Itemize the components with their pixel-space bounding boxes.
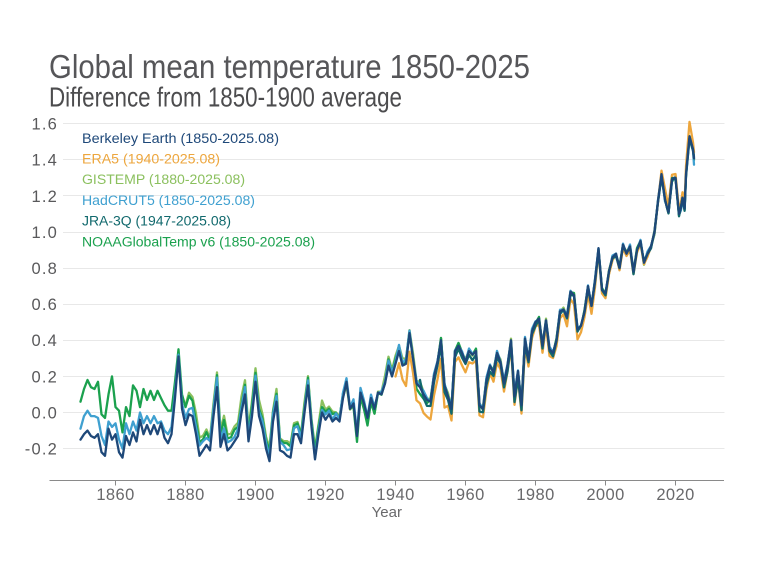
svg-text:0.4: 0.4: [31, 332, 58, 350]
svg-text:0.8: 0.8: [31, 260, 58, 278]
svg-text:1.6: 1.6: [31, 116, 58, 134]
svg-text:2020: 2020: [656, 486, 694, 504]
svg-text:1860: 1860: [96, 486, 134, 504]
svg-text:1920: 1920: [306, 486, 344, 504]
svg-text:2000: 2000: [586, 486, 624, 504]
svg-text:1.0: 1.0: [31, 224, 58, 242]
svg-text:1.4: 1.4: [31, 152, 58, 170]
svg-text:1.2: 1.2: [31, 188, 58, 206]
svg-text:JRA-3Q (1947-2025.08): JRA-3Q (1947-2025.08): [82, 214, 231, 230]
svg-text:0.2: 0.2: [31, 368, 58, 386]
svg-text:Year: Year: [372, 504, 402, 521]
svg-text:NOAAGlobalTemp v6 (1850-2025.0: NOAAGlobalTemp v6 (1850-2025.08): [82, 234, 315, 250]
svg-text:0.6: 0.6: [31, 296, 58, 314]
svg-text:HadCRUT5 (1850-2025.08): HadCRUT5 (1850-2025.08): [82, 193, 255, 209]
svg-text:ERA5 (1940-2025.08): ERA5 (1940-2025.08): [82, 152, 220, 168]
svg-text:1880: 1880: [166, 486, 204, 504]
svg-text:-0.2: -0.2: [25, 441, 58, 459]
svg-text:0.0: 0.0: [31, 404, 58, 422]
svg-text:Global mean temperature 1850-2: Global mean temperature 1850-2025: [49, 49, 530, 86]
svg-text:Berkeley Earth (1850-2025.08): Berkeley Earth (1850-2025.08): [82, 131, 279, 147]
svg-text:GISTEMP (1880-2025.08): GISTEMP (1880-2025.08): [82, 172, 245, 188]
svg-text:Difference from 1850-1900 aver: Difference from 1850-1900 average: [49, 82, 402, 113]
svg-text:1960: 1960: [446, 486, 484, 504]
svg-text:1940: 1940: [376, 486, 414, 504]
svg-text:1980: 1980: [516, 486, 554, 504]
svg-text:1900: 1900: [236, 486, 274, 504]
